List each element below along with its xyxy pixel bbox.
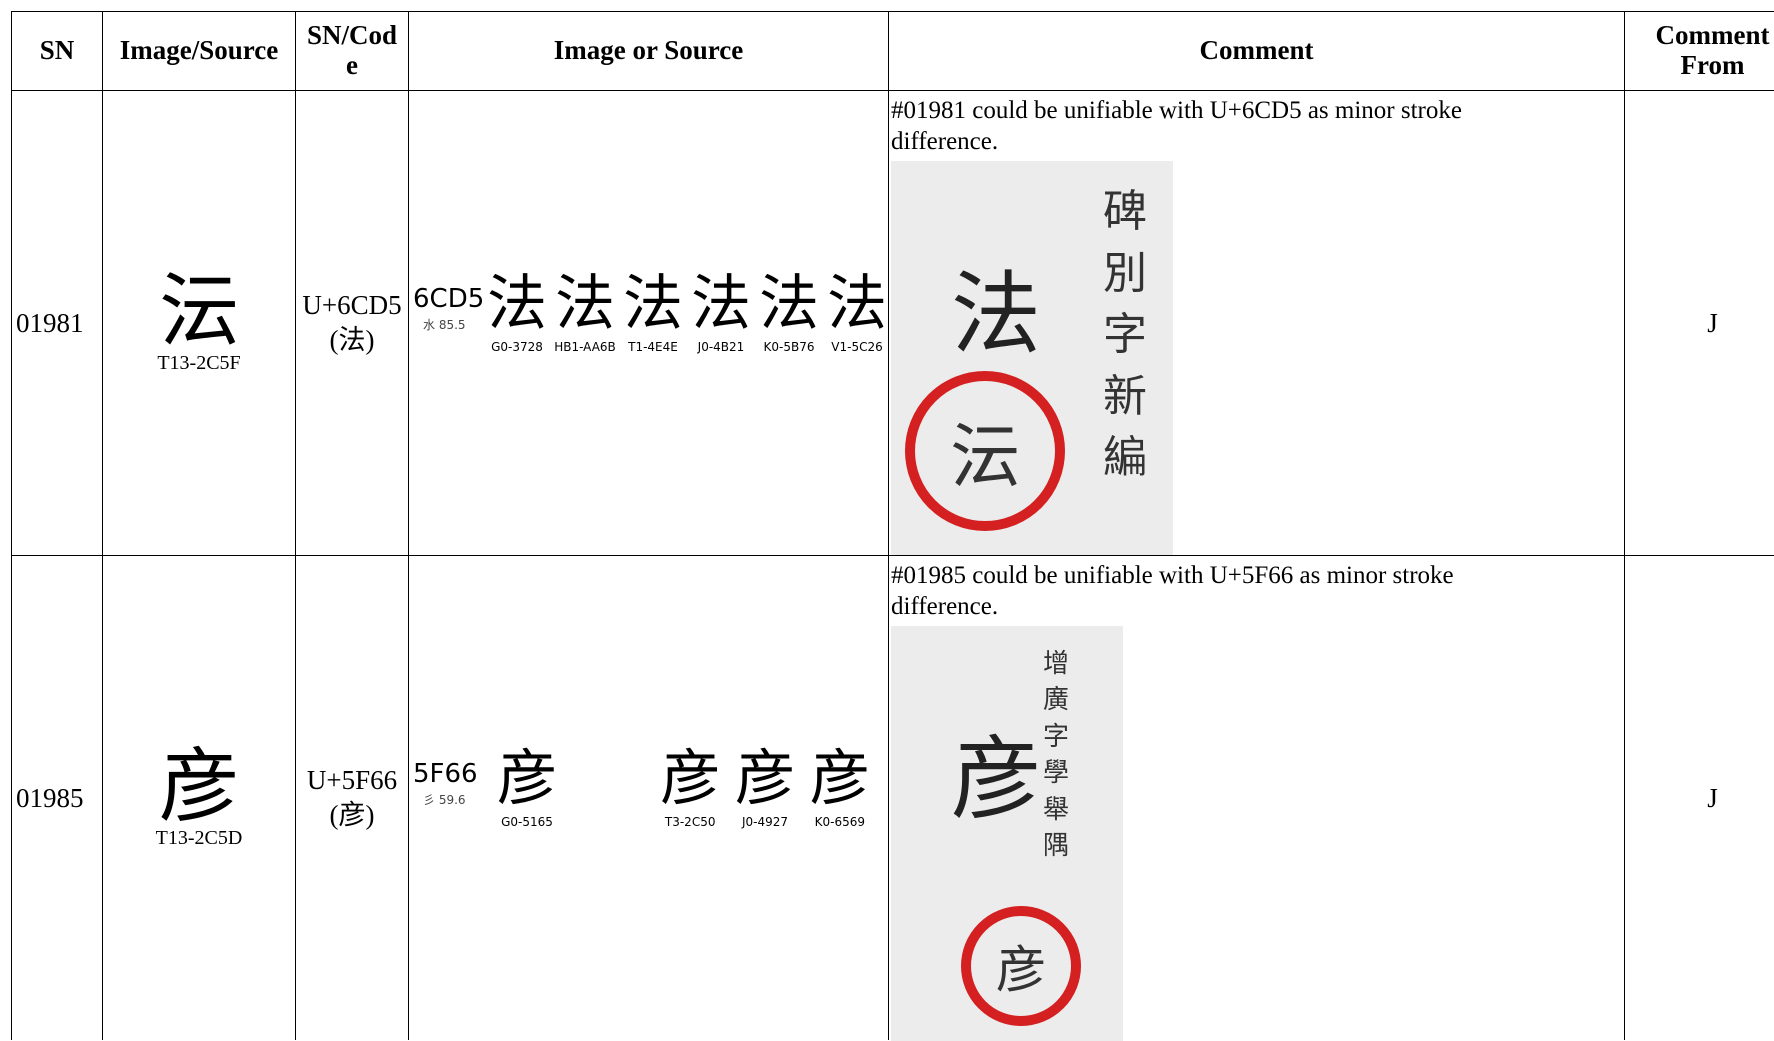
from-cell: J: [1624, 90, 1774, 555]
evidence-main: 法: [951, 262, 1041, 367]
variant: 法 V1-5C26: [824, 274, 890, 354]
comment-from: J: [1707, 307, 1718, 338]
header-text: Image/Source: [119, 35, 279, 66]
variant: 法 K0-5B76: [756, 274, 822, 354]
header-text: SN: [39, 35, 75, 66]
sn: 01985: [16, 782, 84, 813]
header-text: Comment From: [1655, 20, 1770, 80]
header-cell: Image/Source: [102, 11, 295, 90]
comment-cell: #01981 could be unifiable with U+6CD5 as…: [888, 90, 1624, 556]
variant: 法 T1-4E4E: [620, 274, 686, 354]
radical: 水 85.5: [423, 317, 466, 332]
header-cell: Image or Source: [408, 11, 888, 90]
code: U+5F66(彦): [306, 764, 398, 830]
evidence-circled: 彦: [996, 941, 1046, 999]
glyph-source: T13-2C5D: [155, 826, 243, 849]
comment: #01981 could be unifiable with U+6CD5 as…: [891, 97, 1462, 156]
variant-char: 法: [555, 268, 615, 339]
header-text: Comment: [1199, 35, 1314, 66]
variants-cell: 5F66 彡 59.6 彦 G0-5165 彦 T3-2C50 彦 J0-4927 彦 K0-65…: [408, 555, 888, 1040]
evidence-main: 彦: [951, 727, 1041, 832]
ucode: 5F66: [413, 758, 478, 789]
evidence-circled: 沄: [950, 415, 1020, 498]
variant-source: T1-4E4E: [628, 339, 678, 354]
header-text: SN/Code: [306, 20, 398, 80]
variant-char: 法: [691, 268, 751, 339]
glyph-cell: 彦 T13-2C5D: [102, 555, 295, 1040]
variant-char: 彦: [735, 743, 795, 814]
header-cell: SN/Code: [295, 11, 408, 90]
evidence-image: 增廣字學舉隅彦彦: [891, 626, 1123, 1041]
radical: 彡 59.6: [423, 792, 466, 807]
variant: 彦 K0-6569: [807, 749, 873, 829]
code: U+6CD5(法): [302, 289, 402, 355]
variant: 彦 J0-4927: [732, 749, 798, 829]
variant-char: 彦: [660, 743, 721, 814]
header-cell: Comment: [888, 11, 1624, 90]
variant-char: 法: [623, 268, 683, 339]
variant-source: HB1-AA6B: [554, 339, 616, 354]
glyph-cell: 沄 T13-2C5F: [102, 90, 295, 555]
sn-cell: 01985: [11, 555, 102, 1040]
glyph: 沄: [159, 264, 239, 358]
evidence-image: 碑別字新編 法沄: [891, 161, 1173, 556]
variant-char: 法: [827, 268, 887, 339]
variant-source: V1-5C26: [831, 339, 883, 354]
header-cell: SN: [11, 11, 102, 90]
variant-source: J0-4927: [741, 814, 789, 829]
variant-char: 法: [759, 268, 819, 339]
code-cell: U+6CD5(法): [295, 90, 408, 555]
header-text: Image or Source: [553, 35, 744, 66]
evidence-title: 增廣字學舉隅: [1043, 649, 1070, 861]
variant-char: 彦: [497, 743, 557, 814]
sn: 01981: [16, 307, 84, 338]
variant: 法 J0-4B21: [688, 274, 754, 354]
glyph: 彦: [159, 739, 239, 833]
variant-source: K0-5B76: [763, 339, 815, 354]
variant-char: 法: [487, 268, 547, 339]
variant-char: 彦: [809, 743, 870, 814]
code-cell: U+5F66(彦): [295, 555, 408, 1040]
variant: 彦 G0-5165: [494, 749, 560, 829]
comment-cell: #01985 could be unifiable with U+5F66 as…: [888, 555, 1624, 1041]
variant-source: G0-3728: [491, 339, 543, 354]
variant-source: K0-6569: [814, 814, 865, 829]
variant: 彦 T3-2C50: [657, 749, 723, 829]
variant-source: J0-4B21: [697, 339, 745, 354]
evidence-title: 碑別字新編: [1103, 186, 1147, 484]
ucode: 6CD5: [413, 283, 485, 314]
variants-cell: 6CD5 水 85.5 法 G0-3728 法 HB1-AA6B 法 T1-4E4E 法 J0-4…: [408, 90, 888, 555]
from-cell: J: [1624, 555, 1774, 1040]
sn-cell: 01981: [11, 90, 102, 555]
variant: 法 G0-3728: [484, 274, 550, 354]
variant-source: G0-5165: [501, 814, 553, 829]
red-circle: 沄: [905, 371, 1065, 531]
comment-from: J: [1707, 782, 1718, 813]
glyph-source: T13-2C5F: [157, 351, 241, 374]
variant-source: T3-2C50: [664, 814, 716, 829]
red-circle: 彦: [961, 906, 1081, 1026]
header-cell: Comment From: [1624, 11, 1774, 90]
variant: 法 HB1-AA6B: [552, 274, 618, 354]
comment: #01985 could be unifiable with U+5F66 as…: [891, 562, 1454, 621]
